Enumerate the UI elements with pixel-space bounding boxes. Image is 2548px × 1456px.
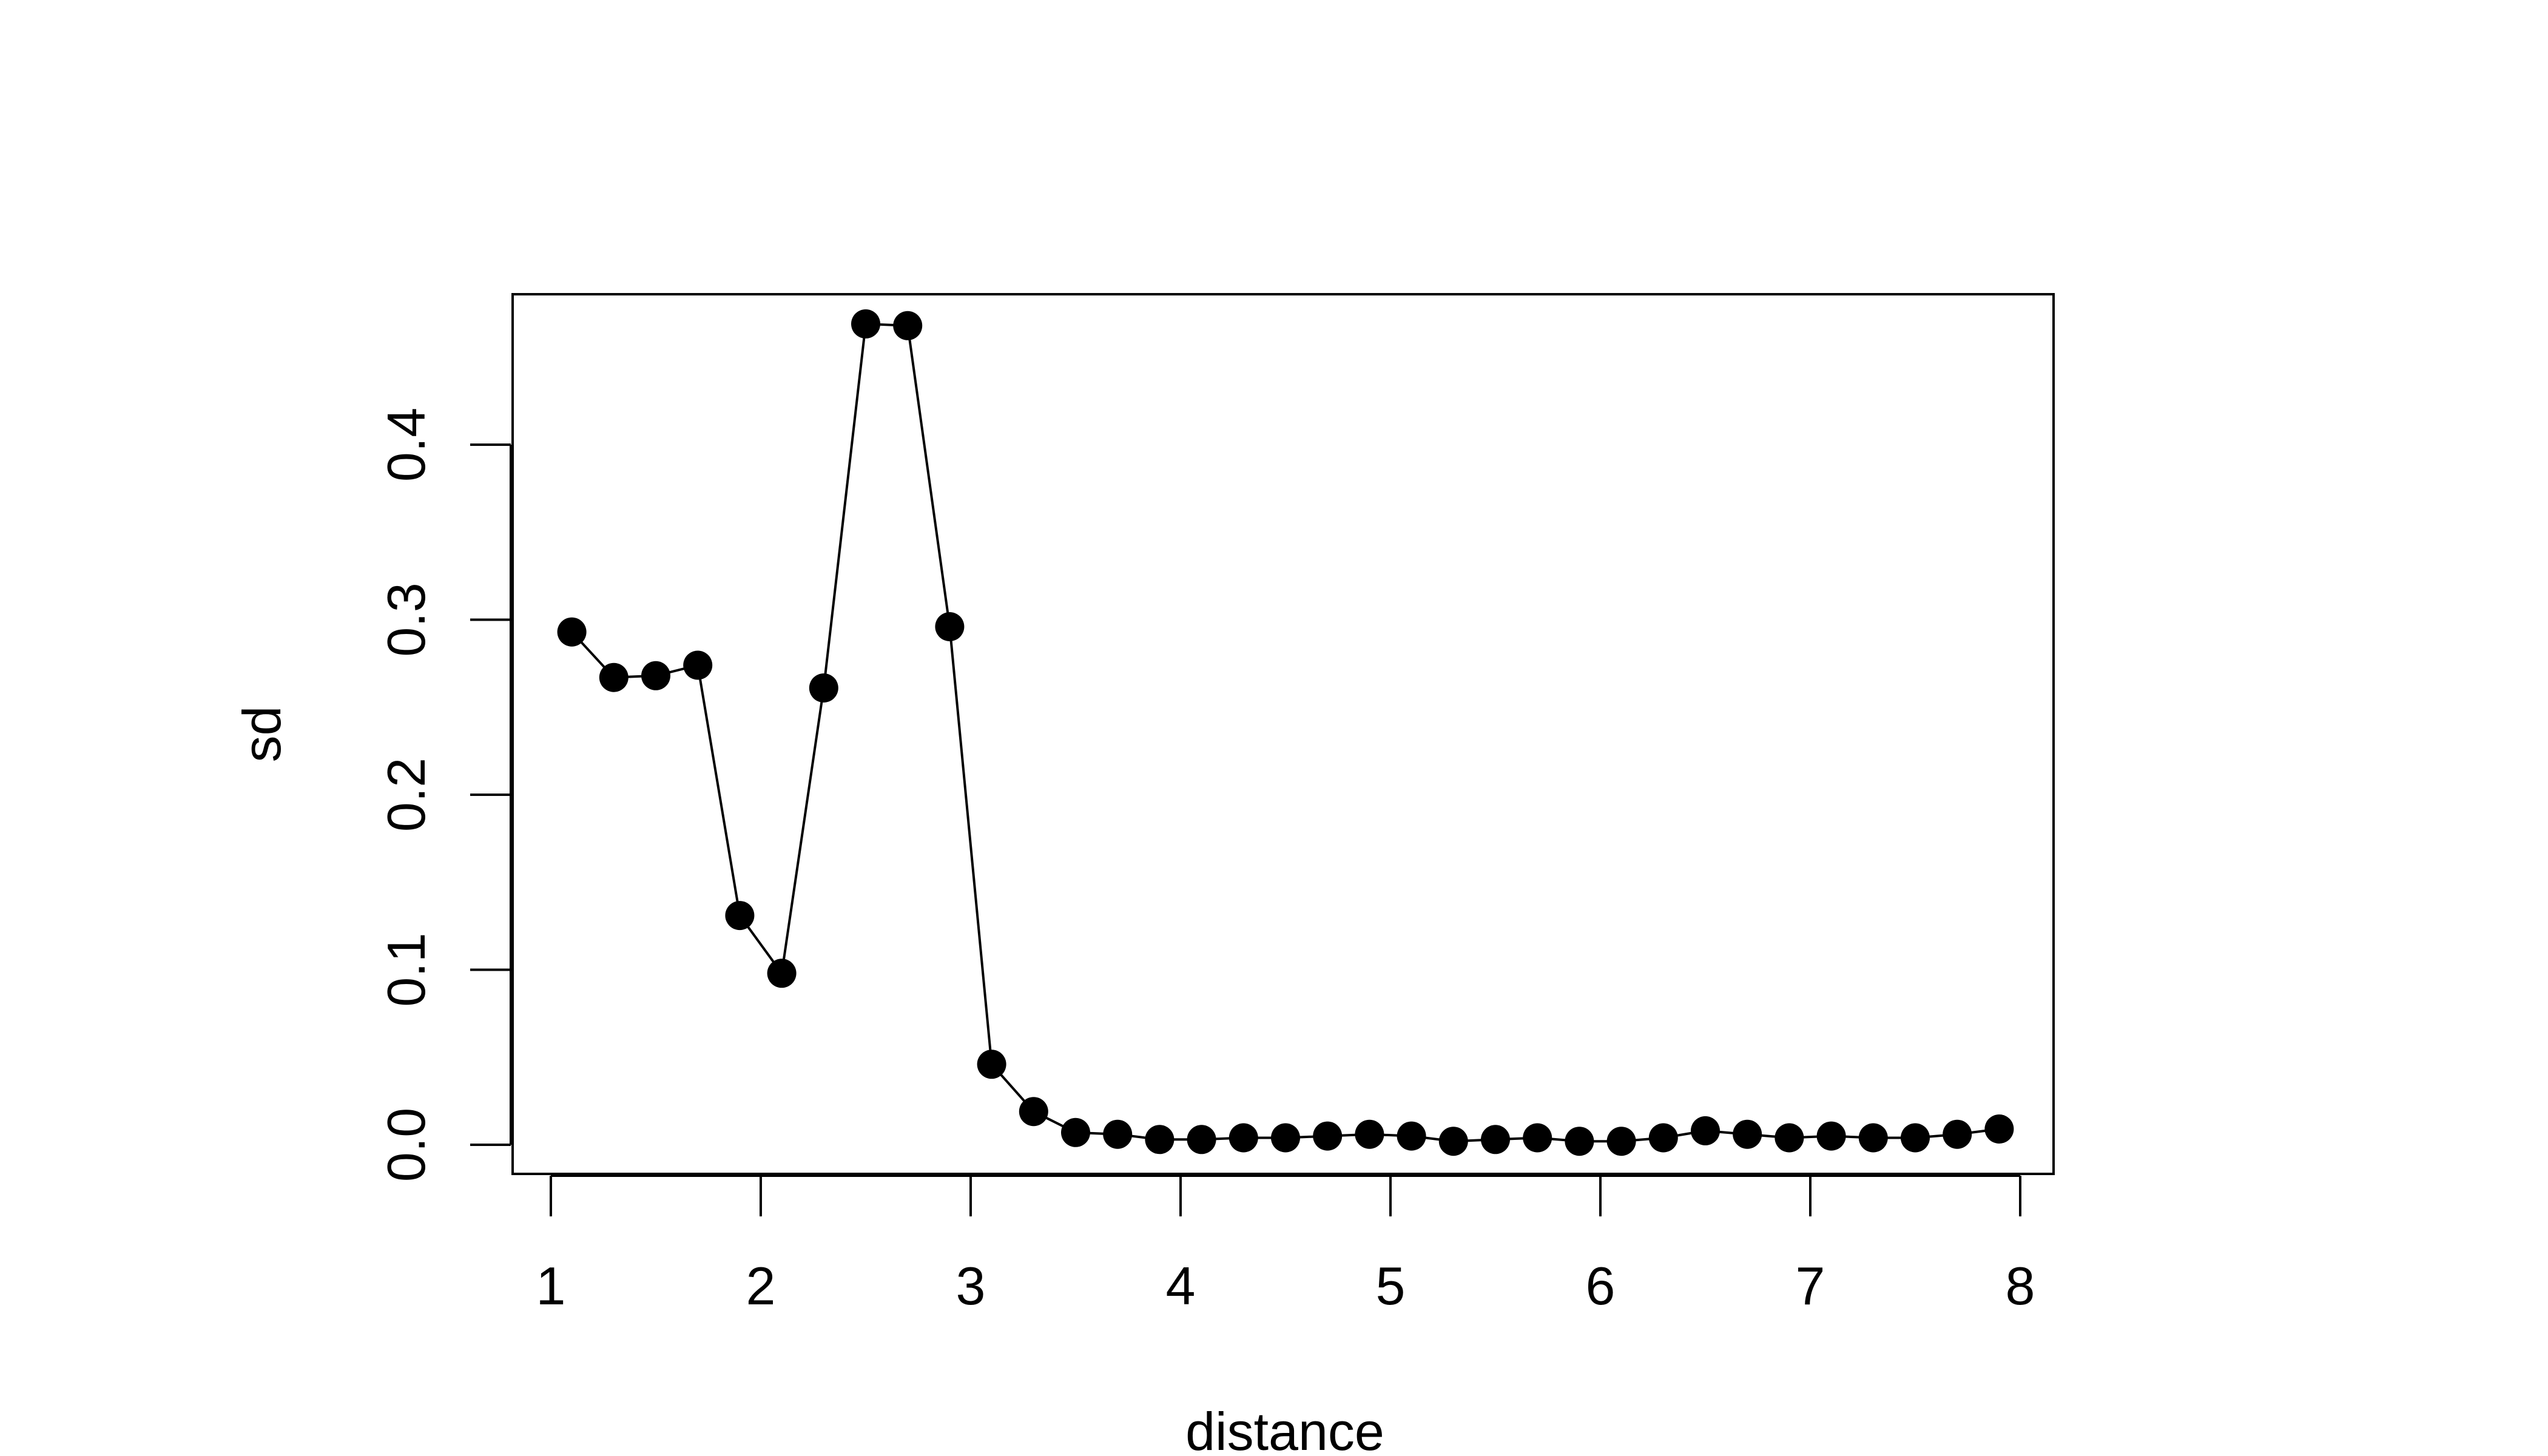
- data-point: [809, 673, 838, 703]
- data-point: [1397, 1121, 1426, 1151]
- data-point: [725, 901, 755, 931]
- x-axis: 1 2 3 4 5 6 7 8: [536, 1175, 2035, 1316]
- data-point: [1858, 1123, 1888, 1153]
- series-layer: [557, 309, 2014, 1156]
- data-point: [977, 1050, 1006, 1079]
- data-point: [1984, 1114, 2014, 1144]
- x-tick-label: 5: [1376, 1256, 1406, 1316]
- data-point: [1565, 1127, 1594, 1156]
- data-point: [1228, 1123, 1258, 1153]
- data-point: [1733, 1119, 1762, 1149]
- data-point: [1606, 1127, 1636, 1156]
- data-point: [1523, 1123, 1552, 1153]
- data-point: [1481, 1125, 1510, 1154]
- data-point: [1103, 1119, 1133, 1149]
- data-point: [641, 661, 670, 690]
- x-tick-label: 1: [536, 1256, 566, 1316]
- data-point: [683, 650, 713, 680]
- data-point: [935, 612, 965, 641]
- y-tick-label: 0.1: [376, 932, 436, 1006]
- data-point: [1691, 1116, 1720, 1145]
- data-point: [1648, 1123, 1678, 1153]
- plot-area-frame: [511, 293, 2055, 1175]
- y-axis: 0.0 0.1 0.2 0.3 0.4: [376, 408, 512, 1182]
- data-point: [1355, 1119, 1384, 1149]
- data-point: [1313, 1121, 1343, 1151]
- data-point: [1187, 1125, 1216, 1154]
- y-tick-label: 0.4: [376, 408, 436, 482]
- x-tick-label: 7: [1796, 1256, 1825, 1316]
- x-tick-label: 8: [2006, 1256, 2035, 1316]
- data-point: [557, 617, 587, 647]
- y-tick-label: 0.2: [376, 758, 436, 832]
- data-point: [1271, 1123, 1300, 1153]
- y-axis-title: sd: [232, 706, 292, 763]
- x-tick-label: 4: [1166, 1256, 1196, 1316]
- data-point: [1816, 1121, 1846, 1151]
- data-point: [599, 662, 629, 692]
- data-point: [1145, 1125, 1175, 1154]
- data-point: [1061, 1117, 1090, 1147]
- x-tick-label: 2: [746, 1256, 776, 1316]
- data-point: [1943, 1119, 1972, 1149]
- data-point: [767, 959, 797, 988]
- data-point: [1019, 1097, 1048, 1127]
- series-line: [571, 322, 2000, 1143]
- data-point: [893, 311, 923, 340]
- x-axis-title: distance: [1185, 1401, 1384, 1456]
- y-tick-label: 0.3: [376, 582, 436, 656]
- y-tick-label: 0.0: [376, 1108, 436, 1182]
- data-point: [1901, 1123, 1930, 1153]
- x-tick-label: 3: [956, 1256, 986, 1316]
- data-point: [851, 309, 880, 339]
- data-point: [1438, 1127, 1468, 1156]
- x-tick-label: 6: [1586, 1256, 1616, 1316]
- data-point: [1774, 1123, 1804, 1153]
